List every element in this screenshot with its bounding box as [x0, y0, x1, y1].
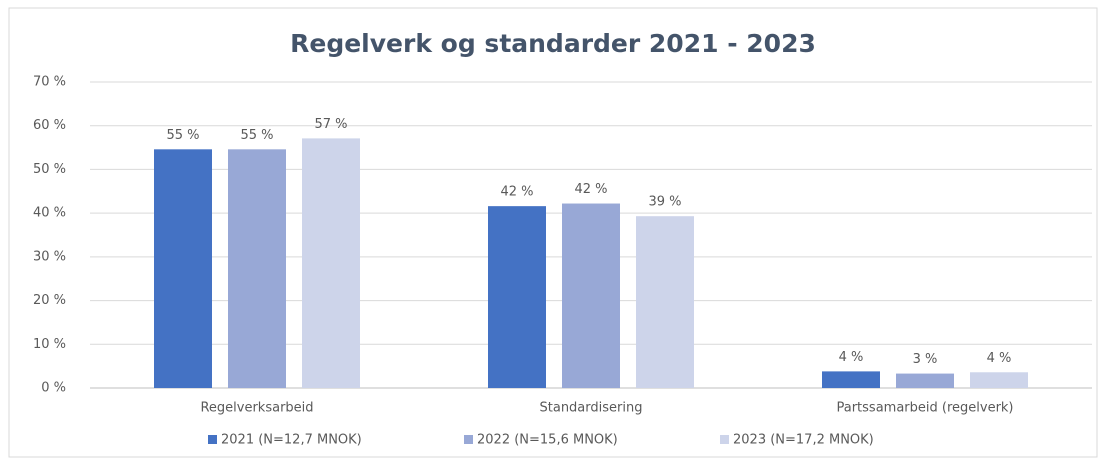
y-tick-label: 40 %: [33, 206, 66, 221]
legend-swatch: [208, 435, 217, 444]
y-tick-label: 30 %: [33, 249, 66, 264]
x-tick-label: Standardisering: [540, 401, 643, 416]
y-tick-label: 50 %: [33, 162, 66, 177]
bar: [636, 216, 694, 388]
bar: [822, 371, 880, 388]
y-tick-label: 10 %: [33, 337, 66, 352]
bar: [970, 372, 1028, 388]
bar: [896, 373, 954, 388]
value-label: 55 %: [166, 128, 199, 143]
y-tick-label: 60 %: [33, 118, 66, 133]
bar: [488, 206, 546, 388]
x-tick-label: Partssamarbeid (regelverk): [836, 401, 1013, 416]
value-label: 4 %: [839, 350, 864, 365]
bar: [228, 149, 286, 388]
legend-swatch: [720, 435, 729, 444]
value-label: 4 %: [987, 351, 1012, 366]
chart-title: Regelverk og standarder 2021 - 2023: [290, 29, 816, 58]
bar: [154, 149, 212, 388]
x-tick-label: Regelverksarbeid: [200, 401, 313, 416]
bar: [562, 203, 620, 388]
y-tick-label: 20 %: [33, 293, 66, 308]
value-label: 39 %: [648, 195, 681, 210]
value-label: 3 %: [913, 352, 938, 367]
y-tick-label: 70 %: [33, 75, 66, 90]
legend-label: 2023 (N=17,2 MNOK): [733, 433, 874, 448]
value-label: 42 %: [574, 182, 607, 197]
y-tick-label: 0 %: [41, 381, 66, 396]
value-label: 42 %: [500, 185, 533, 200]
value-label: 57 %: [314, 117, 347, 132]
value-label: 55 %: [240, 128, 273, 143]
legend-label: 2022 (N=15,6 MNOK): [477, 433, 618, 448]
legend-swatch: [464, 435, 473, 444]
bar: [302, 138, 360, 388]
legend-label: 2021 (N=12,7 MNOK): [221, 433, 362, 448]
